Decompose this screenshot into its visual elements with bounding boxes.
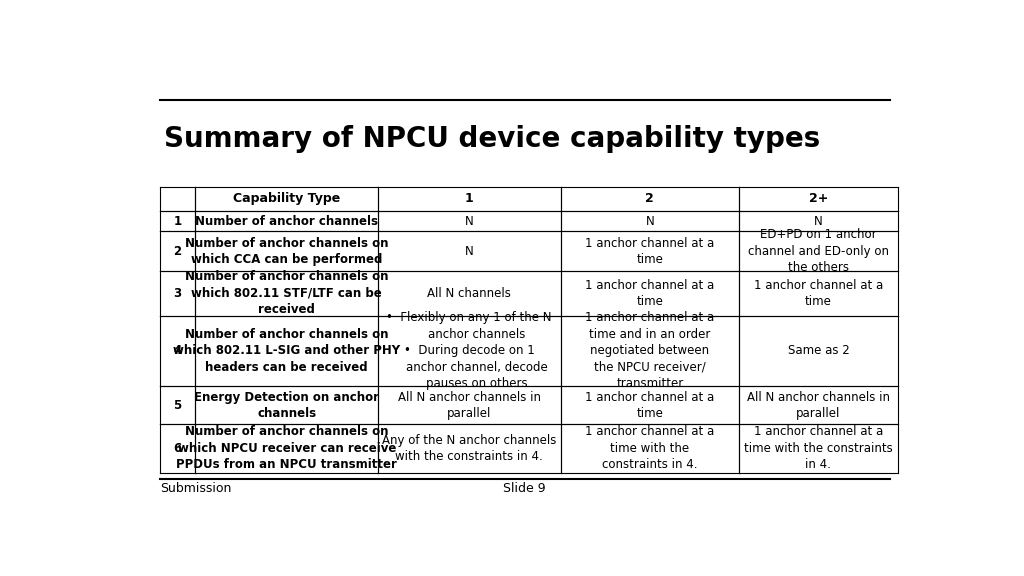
Text: All N channels: All N channels [427, 287, 511, 300]
Text: 1: 1 [173, 215, 181, 228]
Text: 2+: 2+ [809, 192, 828, 206]
Text: 1 anchor channel at a
time: 1 anchor channel at a time [585, 279, 715, 308]
Text: Slide 9: Slide 9 [504, 482, 546, 495]
Text: Capability Type: Capability Type [233, 192, 340, 206]
Text: 5: 5 [173, 399, 181, 412]
Text: Number of anchor channels on
which 802.11 STF/LTF can be
received: Number of anchor channels on which 802.1… [185, 271, 388, 316]
Text: 1 anchor channel at a
time with the constraints
in 4.: 1 anchor channel at a time with the cons… [744, 426, 893, 472]
Text: 1 anchor channel at a
time: 1 anchor channel at a time [585, 391, 715, 420]
Text: Number of anchor channels on
which NPCU receiver can receive
PPDUs from an NPCU : Number of anchor channels on which NPCU … [176, 426, 397, 472]
Text: Summary of NPCU device capability types: Summary of NPCU device capability types [164, 124, 820, 153]
Text: •  Flexibly on any 1 of the N
    anchor channels
•  During decode on 1
    anch: • Flexibly on any 1 of the N anchor chan… [386, 312, 552, 391]
Text: Number of anchor channels: Number of anchor channels [196, 215, 378, 228]
Text: Energy Detection on anchor
channels: Energy Detection on anchor channels [195, 391, 379, 420]
Text: All N anchor channels in
parallel: All N anchor channels in parallel [746, 391, 890, 420]
Text: 1 anchor channel at a
time and in an order
negotiated between
the NPCU receiver/: 1 anchor channel at a time and in an ord… [585, 312, 715, 391]
Text: 1 anchor channel at a
time with the
constraints in 4.: 1 anchor channel at a time with the cons… [585, 426, 715, 472]
Text: Same as 2: Same as 2 [787, 344, 849, 358]
Text: Any of the N anchor channels
with the constraints in 4.: Any of the N anchor channels with the co… [382, 434, 556, 463]
Text: 6: 6 [173, 442, 181, 455]
Text: 1 anchor channel at a
time: 1 anchor channel at a time [754, 279, 883, 308]
Text: Number of anchor channels on
which CCA can be performed: Number of anchor channels on which CCA c… [185, 237, 388, 266]
Text: 4: 4 [173, 344, 181, 358]
Text: N: N [814, 215, 823, 228]
Text: 3: 3 [173, 287, 181, 300]
Text: N: N [645, 215, 654, 228]
Text: 1 anchor channel at a
time: 1 anchor channel at a time [585, 237, 715, 266]
Text: Number of anchor channels on
which 802.11 L-SIG and other PHY
headers can be rec: Number of anchor channels on which 802.1… [173, 328, 400, 374]
Text: All N anchor channels in
parallel: All N anchor channels in parallel [397, 391, 541, 420]
Text: 1: 1 [465, 192, 474, 206]
Text: ED+PD on 1 anchor
channel and ED-only on
the others: ED+PD on 1 anchor channel and ED-only on… [748, 228, 889, 274]
Text: N: N [465, 245, 474, 258]
Text: 2: 2 [645, 192, 654, 206]
Text: N: N [465, 215, 474, 228]
Text: Submission: Submission [160, 482, 231, 495]
Text: 2: 2 [173, 245, 181, 258]
